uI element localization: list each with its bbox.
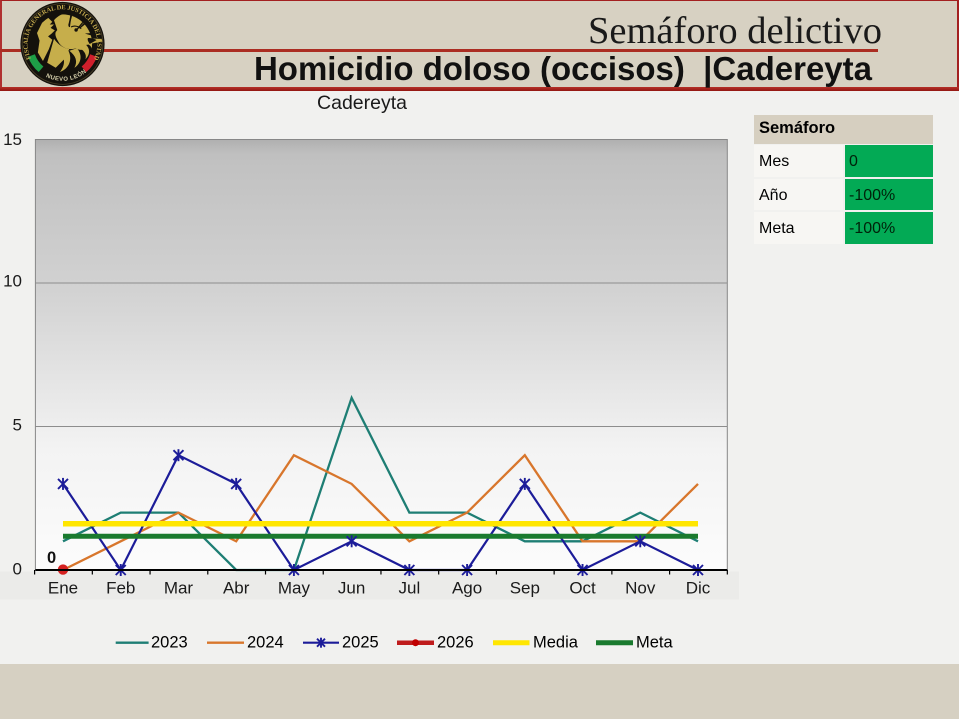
svg-text:0: 0 (47, 549, 56, 567)
svg-text:15: 15 (3, 130, 22, 149)
svg-text:2026: 2026 (437, 634, 474, 652)
svg-text:2024: 2024 (247, 634, 284, 652)
svg-text:10: 10 (3, 272, 22, 291)
svg-text:Cadereyta: Cadereyta (317, 92, 407, 114)
svg-text:Jul: Jul (398, 579, 420, 598)
svg-text:2023: 2023 (151, 634, 188, 652)
svg-text:5: 5 (13, 416, 22, 435)
svg-text:Abr: Abr (223, 579, 250, 598)
svg-text:Jun: Jun (338, 579, 365, 598)
svg-text:Sep: Sep (510, 579, 540, 598)
svg-text:2025: 2025 (342, 634, 379, 652)
svg-text:Ago: Ago (452, 579, 482, 598)
svg-text:May: May (278, 579, 311, 598)
svg-text:Feb: Feb (106, 579, 135, 598)
svg-text:Dic: Dic (686, 579, 711, 598)
svg-text:Ene: Ene (48, 579, 78, 598)
svg-text:0: 0 (13, 560, 22, 579)
svg-text:Mar: Mar (164, 579, 194, 598)
svg-text:Meta: Meta (636, 634, 674, 652)
svg-text:Oct: Oct (569, 579, 596, 598)
svg-text:Nov: Nov (625, 579, 656, 598)
svg-text:Media: Media (533, 634, 579, 652)
